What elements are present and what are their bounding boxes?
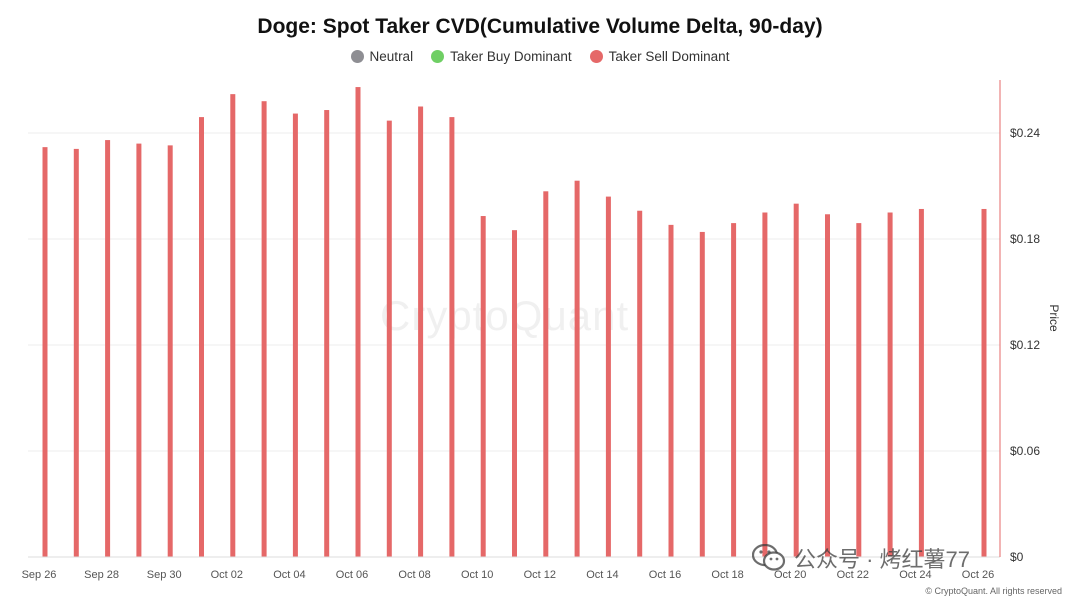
y-tick-label: $0 [1010,550,1024,564]
wechat-icon [751,543,786,572]
x-tick-label: Oct 10 [461,569,493,581]
bar-mark [637,210,643,557]
bar-mark [668,224,674,557]
x-tick-label: Sep 26 [22,569,57,581]
bar-mark [324,110,330,558]
bar-mark [731,223,737,557]
x-tick-label: Oct 16 [649,569,681,581]
bar-mark [480,216,486,558]
x-tick-label: Oct 04 [273,569,305,581]
bar-mark [825,214,830,557]
legend-label-taker-buy: Taker Buy Dominant [450,49,572,64]
chart-legend: Neutral Taker Buy Dominant Taker Sell Do… [0,49,1080,64]
legend-item-taker-buy[interactable]: Taker Buy Dominant [431,49,572,64]
legend-dot-taker-buy [431,50,445,63]
legend-label-taker-sell: Taker Sell Dominant [608,49,730,64]
legend-dot-neutral [350,50,364,63]
x-tick-label: Oct 18 [711,569,743,581]
legend-item-neutral[interactable]: Neutral [350,49,414,64]
bar-mark [167,145,173,557]
bar-mark [42,147,48,557]
bar-mark [699,231,705,557]
x-tick-label: Oct 22 [837,569,869,581]
bar-mark [762,212,768,557]
x-tick-label: Oct 02 [211,569,243,581]
x-tick-label: Sep 30 [147,569,182,581]
x-tick-label: Oct 06 [336,569,368,581]
x-tick-label: Sep 28 [84,569,119,581]
x-tick-label: Oct 08 [398,569,430,581]
bar-mark [199,117,204,557]
bar-mark [136,143,142,557]
bar-mark [793,203,799,557]
y-tick-label: $0.12 [1010,338,1040,352]
chart-title: Doge: Spot Taker CVD(Cumulative Volume D… [257,15,823,38]
bar-mark [449,117,455,557]
x-tick-label: Oct 24 [899,569,931,581]
bar-mark [574,180,580,557]
bar-mark [856,223,862,557]
bar-mark [887,212,893,557]
bar-mark [73,148,79,557]
wechat-overlay: 公众号 · 烤红薯77 [751,542,971,574]
y-tick-label: $0.06 [1010,444,1040,458]
y-axis-title: Price [1047,304,1061,332]
copyright-footer: © CryptoQuant. All rights reserved [925,586,1062,596]
bar-mark [292,113,298,558]
bar-mark [543,191,549,558]
bar-mark [105,140,111,558]
bar-mark [418,106,424,557]
legend-item-taker-sell[interactable]: Taker Sell Dominant [589,49,730,64]
bar-mark [386,120,392,557]
legend-label-neutral: Neutral [369,49,414,64]
bar-mark [981,208,987,557]
bar-mark [230,94,236,557]
x-tick-label: Oct 12 [524,569,556,581]
wechat-account-label: 公众号 · 烤红薯77 [794,547,971,572]
legend-dot-taker-sell [589,50,603,63]
x-tick-label: Oct 20 [774,569,806,581]
x-tick-label: Oct 26 [962,569,994,581]
bar-mark [918,208,924,557]
bar-mark [355,87,361,558]
y-tick-label: $0.24 [1010,126,1040,140]
y-tick-label: $0.18 [1010,232,1040,246]
bar-mark [605,196,611,557]
bar-mark [512,230,517,557]
bar-mark [261,101,267,557]
x-tick-label: Oct 14 [586,569,618,581]
